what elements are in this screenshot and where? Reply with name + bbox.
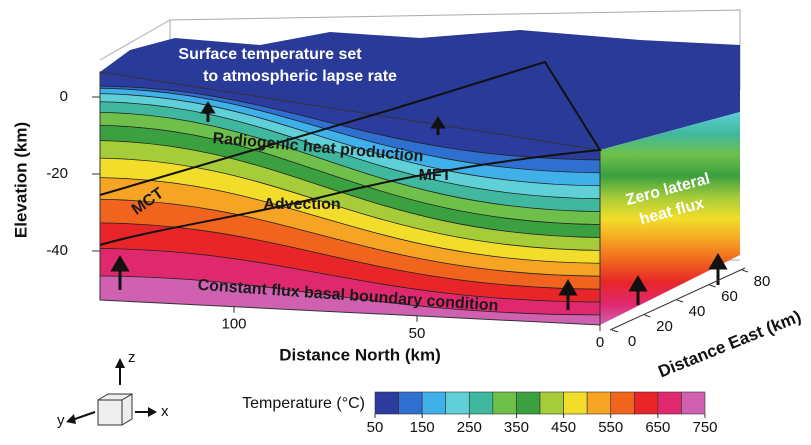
colorbar-box — [398, 391, 423, 415]
tick-label: 750 — [692, 419, 717, 436]
axis-label: Elevation (km) — [11, 122, 30, 238]
tick-label: 0 — [596, 334, 604, 351]
tick-label: 40 — [689, 303, 706, 320]
axis-label: Distance East (km) — [656, 307, 804, 382]
tick-label: 150 — [410, 419, 435, 436]
tick-label: 50 — [409, 325, 426, 342]
colorbar-box — [445, 391, 470, 415]
arrows — [110, 101, 728, 310]
colorbar-box — [633, 391, 659, 415]
tick-mark — [709, 284, 716, 288]
tick-label: 100 — [221, 316, 246, 333]
tick-mark — [611, 329, 619, 333]
tick-mark — [644, 314, 651, 318]
tick-label: 0 — [628, 333, 636, 350]
orientation — [66, 358, 157, 426]
colorbar-box — [468, 391, 494, 415]
tick-label: 350 — [504, 419, 529, 436]
orientation-label: z — [128, 349, 136, 366]
surface-note: to atmospheric lapse rate — [203, 68, 397, 85]
annotation: Advection — [263, 196, 340, 213]
axis-label: Distance North (km) — [279, 345, 441, 364]
colorbar-box — [492, 391, 517, 415]
tick-label: 0 — [60, 88, 68, 105]
colorbar-box — [421, 391, 447, 415]
tick-mark — [741, 269, 749, 273]
surface-note: Surface temperature set — [178, 46, 362, 63]
colorbar-box — [539, 391, 564, 415]
axis-line — [609, 267, 746, 331]
tick-label: 250 — [457, 419, 482, 436]
colorbar-label: Temperature (°C) — [242, 395, 365, 412]
colorbar-box — [586, 391, 612, 415]
colorbar-box — [681, 391, 706, 415]
tick-label: -20 — [46, 165, 68, 182]
annotation: MFT — [419, 167, 452, 184]
top-surface — [100, 30, 740, 150]
tick-label: 50 — [367, 419, 384, 436]
faults — [99, 60, 602, 246]
tick-label: 550 — [598, 419, 623, 436]
colorbar-box — [374, 391, 399, 415]
orientation-label: y — [57, 412, 65, 429]
colorbar-box — [516, 391, 541, 415]
tick-label: 20 — [656, 318, 673, 335]
tick-label: 60 — [721, 288, 738, 305]
tick-label: 80 — [754, 273, 771, 290]
orientation-label: x — [161, 403, 169, 420]
tick-label: 450 — [551, 419, 576, 436]
tick-mark — [676, 299, 684, 303]
colorbar-box — [657, 391, 682, 415]
tick-label: 650 — [645, 419, 670, 436]
colorbar-box — [563, 391, 588, 415]
colorbar-box — [610, 391, 635, 415]
tick-label: -40 — [46, 242, 68, 259]
side-face — [600, 112, 740, 325]
